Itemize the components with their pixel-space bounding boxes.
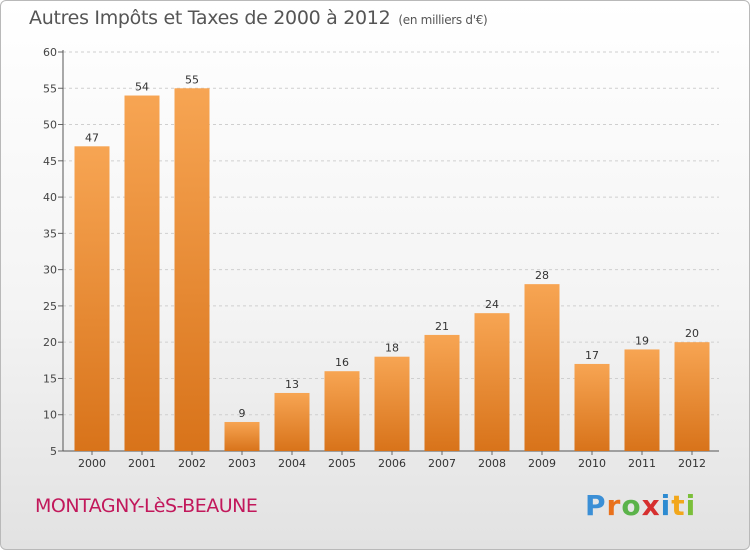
x-tick-label: 2012 <box>678 457 706 470</box>
bar-value-label: 55 <box>185 73 199 86</box>
chart-title-text: Autres Impôts et Taxes de 2000 à 2012 <box>29 7 391 29</box>
y-tick-label: 5 <box>50 445 57 458</box>
bar-value-label: 28 <box>535 269 549 282</box>
chart-subtitle: (en milliers d'€) <box>398 13 488 27</box>
bar-value-label: 18 <box>385 342 399 355</box>
commune-name: MONTAGNY-LèS-BEAUNE <box>35 495 258 517</box>
x-tick-label: 2007 <box>428 457 456 470</box>
x-tick-label: 2006 <box>378 457 406 470</box>
x-tick-label: 2011 <box>628 457 656 470</box>
bar <box>474 313 510 451</box>
bar-value-label: 54 <box>135 81 149 94</box>
logo-letter: t <box>671 489 686 522</box>
logo-letter: x <box>641 489 661 522</box>
bar <box>374 356 410 451</box>
x-tick-label: 2003 <box>228 457 256 470</box>
bar <box>624 349 660 451</box>
x-tick-label: 2000 <box>78 457 106 470</box>
proxiti-logo: Proxiti <box>585 489 696 522</box>
y-tick-label: 30 <box>43 264 57 277</box>
bar <box>324 371 360 451</box>
y-tick-label: 45 <box>43 155 57 168</box>
logo-letter: P <box>585 489 607 522</box>
logo-letter: o <box>621 489 642 522</box>
logo-letter: i <box>685 489 697 522</box>
y-tick-label: 40 <box>43 191 57 204</box>
bar <box>224 421 260 451</box>
bar <box>674 342 710 451</box>
bar <box>174 88 210 451</box>
y-tick-label: 25 <box>43 300 57 313</box>
y-tick-label: 10 <box>43 409 57 422</box>
bar-value-label: 24 <box>485 298 499 311</box>
bar-value-label: 20 <box>685 327 699 340</box>
bar-value-label: 19 <box>635 334 649 347</box>
x-tick-label: 2005 <box>328 457 356 470</box>
logo-letter: r <box>606 489 622 522</box>
bar <box>274 392 310 451</box>
logo-letter: i <box>660 489 672 522</box>
x-tick-label: 2002 <box>178 457 206 470</box>
y-tick-label: 60 <box>43 46 57 59</box>
x-tick-label: 2010 <box>578 457 606 470</box>
bar <box>524 284 560 451</box>
bar <box>74 146 110 452</box>
y-tick-label: 15 <box>43 372 57 385</box>
bar-value-label: 13 <box>285 378 299 391</box>
y-tick-label: 20 <box>43 336 57 349</box>
chart-title: Autres Impôts et Taxes de 2000 à 2012 (en… <box>29 7 488 29</box>
bar <box>574 363 610 451</box>
x-tick-label: 2009 <box>528 457 556 470</box>
x-tick-label: 2001 <box>128 457 156 470</box>
bar-value-label: 21 <box>435 320 449 333</box>
y-tick-label: 55 <box>43 82 57 95</box>
bar-value-label: 9 <box>239 407 246 420</box>
x-tick-label: 2004 <box>278 457 306 470</box>
bar <box>424 334 460 451</box>
bar <box>124 95 160 451</box>
bar-value-label: 16 <box>335 356 349 369</box>
x-tick-label: 2008 <box>478 457 506 470</box>
y-tick-label: 50 <box>43 119 57 132</box>
bar-value-label: 47 <box>85 131 99 144</box>
bar-value-label: 17 <box>585 349 599 362</box>
y-tick-label: 35 <box>43 227 57 240</box>
